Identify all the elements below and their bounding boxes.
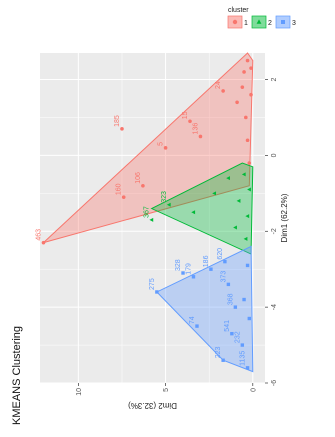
cluster-3-point bbox=[247, 316, 252, 321]
cluster-1-point bbox=[245, 58, 250, 63]
cluster-2-point bbox=[247, 187, 251, 192]
y-tick-label: 0 bbox=[250, 388, 257, 392]
cluster-2-point bbox=[191, 210, 196, 215]
point-label: 136 bbox=[192, 123, 199, 135]
x-tick-label: 2 bbox=[271, 78, 278, 82]
y-tick-label: 10 bbox=[76, 388, 83, 396]
chart-title: KMEANS Clustering bbox=[11, 326, 23, 425]
cluster-3-point bbox=[240, 343, 245, 347]
cluster-3-point bbox=[242, 297, 246, 302]
cluster-1-point bbox=[41, 240, 46, 245]
cluster-1-point bbox=[242, 70, 246, 74]
cluster-1-point bbox=[188, 119, 192, 124]
cluster-1-point bbox=[163, 146, 168, 150]
cluster-3-hull bbox=[156, 245, 254, 373]
cluster-hulls bbox=[43, 52, 254, 373]
cluster-2-point bbox=[166, 202, 171, 207]
cluster-1-point bbox=[221, 89, 225, 93]
cluster-1-point bbox=[121, 195, 126, 199]
cluster-2-point bbox=[236, 198, 241, 203]
x-tick-label: -4 bbox=[271, 304, 278, 310]
point-label: 106 bbox=[135, 172, 142, 184]
point-label: 24 bbox=[215, 81, 222, 89]
point-label: 541 bbox=[224, 320, 231, 332]
cluster-2-point bbox=[149, 217, 154, 222]
x-axis-ticks: -6 -4 -2 0 2 bbox=[265, 78, 278, 386]
cluster-1-point bbox=[247, 161, 252, 165]
point-label: 15 bbox=[182, 111, 189, 119]
legend-symbol bbox=[281, 20, 285, 24]
point-label: 5 bbox=[158, 142, 165, 146]
cluster-3-point bbox=[195, 324, 199, 328]
point-label: 323 bbox=[161, 191, 168, 203]
legend-symbol bbox=[232, 19, 238, 25]
x-axis-label: Dim1 (62.2%) bbox=[280, 193, 289, 242]
cluster-2-point bbox=[245, 214, 250, 219]
cluster-3-point bbox=[191, 275, 196, 279]
point-label: 232 bbox=[234, 331, 241, 343]
cluster-3-point bbox=[245, 263, 250, 268]
legend-label: 1 bbox=[244, 20, 248, 27]
y-axis-ticks: 0 5 10 bbox=[76, 383, 257, 396]
cluster-1-point bbox=[245, 138, 250, 143]
point-label: 160 bbox=[116, 183, 123, 195]
legend-title: cluster bbox=[228, 7, 249, 14]
cluster-2-point bbox=[241, 172, 246, 177]
point-label: 185 bbox=[114, 115, 121, 127]
point-label: 275 bbox=[149, 278, 156, 290]
point-label: 186 bbox=[203, 255, 210, 267]
point-label: 1135 bbox=[240, 351, 247, 366]
legend-label: 3 bbox=[292, 20, 296, 27]
cluster-3-point bbox=[230, 331, 234, 336]
cluster-2-hull bbox=[150, 162, 254, 255]
cluster-3-point bbox=[155, 290, 159, 294]
grid-lines bbox=[40, 53, 265, 384]
cluster-1-point bbox=[198, 134, 203, 139]
cluster-3-point bbox=[226, 282, 231, 287]
point-label: 328 bbox=[175, 259, 182, 271]
cluster-3-point bbox=[245, 366, 250, 370]
cluster-2-point bbox=[243, 236, 248, 241]
cluster-1-point bbox=[244, 115, 248, 120]
y-axis-label: Dim2 (32.3%) bbox=[128, 401, 177, 410]
cluster-2-point bbox=[233, 225, 237, 230]
legend-label: 2 bbox=[268, 20, 272, 27]
data-points bbox=[41, 58, 253, 370]
y-tick-label: 5 bbox=[163, 388, 170, 392]
legend: cluster 1 2 3 bbox=[227, 7, 296, 29]
point-label: 620 bbox=[217, 248, 224, 260]
cluster-1-hull bbox=[43, 52, 254, 244]
cluster-1-point bbox=[249, 66, 253, 70]
point-label: 179 bbox=[185, 263, 192, 275]
point-label: 373 bbox=[220, 271, 227, 283]
cluster-3-point bbox=[221, 358, 225, 362]
x-tick-label: -2 bbox=[271, 228, 278, 234]
x-tick-label: 0 bbox=[271, 153, 278, 157]
cluster-3-point bbox=[181, 271, 185, 275]
point-label: 74 bbox=[189, 316, 196, 324]
cluster-3-point bbox=[209, 267, 213, 271]
cluster-2-point bbox=[226, 176, 230, 181]
point-label: 463 bbox=[35, 229, 42, 241]
legend-symbol bbox=[256, 19, 262, 24]
cluster-1-point bbox=[240, 85, 245, 89]
x-tick-label: -6 bbox=[271, 380, 278, 386]
point-label: 223 bbox=[215, 346, 222, 358]
point-label: 367 bbox=[144, 206, 151, 218]
plot-panel bbox=[40, 53, 265, 383]
cluster-3-point bbox=[233, 305, 238, 309]
cluster-2-point bbox=[212, 191, 217, 196]
cluster-1-point bbox=[120, 127, 124, 131]
cluster-3-point bbox=[223, 259, 227, 264]
cluster-1-point bbox=[249, 92, 253, 97]
cluster-1-point bbox=[141, 183, 145, 188]
cluster-1-point bbox=[235, 100, 239, 105]
point-label: 368 bbox=[227, 293, 234, 305]
